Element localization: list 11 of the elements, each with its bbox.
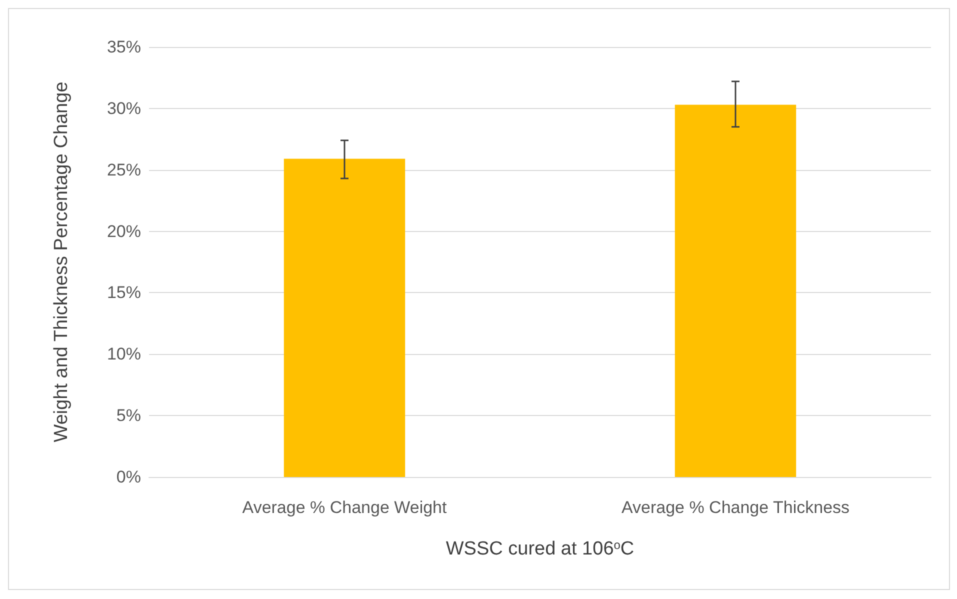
y-tick-label: 20% [106,222,141,241]
y-tick-label: 35% [106,38,141,56]
y-tick-label: 0% [116,468,141,486]
y-tick-label: 10% [106,344,141,364]
y-tick-label: 25% [106,160,141,180]
x-tick-label: Average % Change Thickness [621,498,850,517]
x-tick-label: Average % Change Weight [242,498,447,517]
y-tick-label: 30% [106,98,141,118]
y-axis-title: Weight and Thickness Percentage Change [51,82,72,442]
y-tick-label: 5% [116,406,141,426]
y-tick-label: 15% [106,283,141,302]
